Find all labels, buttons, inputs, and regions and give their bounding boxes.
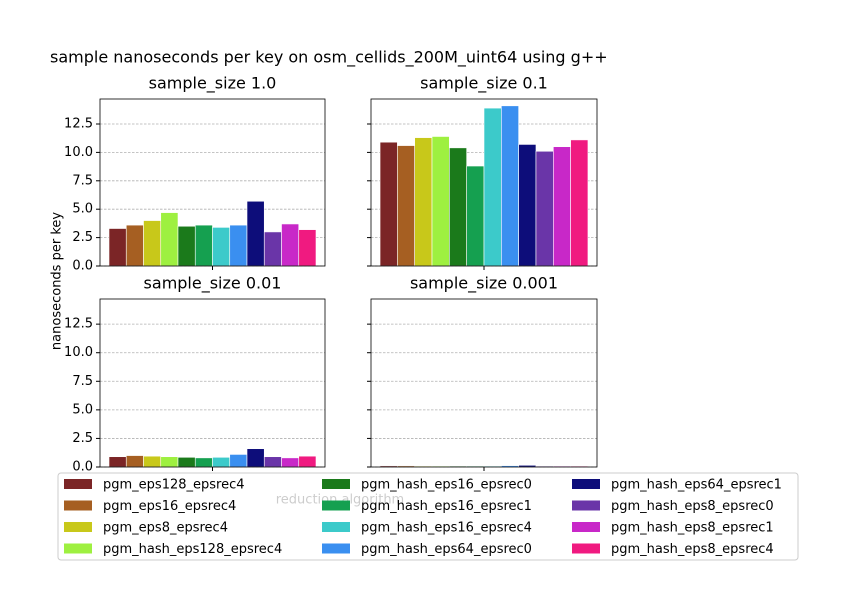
- legend-swatch: [322, 500, 350, 511]
- legend-label: pgm_hash_eps8_epsrec0: [611, 499, 774, 514]
- bar: [160, 456, 179, 468]
- bar: [281, 457, 300, 468]
- bar: [108, 228, 127, 267]
- y-tick-label: 7.5: [72, 173, 93, 188]
- bar: [177, 456, 196, 468]
- legend-swatch: [64, 543, 92, 554]
- subplot-title: sample_size 1.0: [149, 74, 277, 94]
- bar: [298, 455, 317, 468]
- subplot-title: sample_size 0.1: [420, 74, 548, 94]
- bar: [177, 225, 196, 267]
- bar: [414, 137, 433, 267]
- y-tick-label: 10.0: [64, 345, 93, 360]
- bar: [143, 455, 162, 468]
- bar: [570, 139, 589, 267]
- legend-label: pgm_hash_eps128_epsrec4: [103, 542, 282, 557]
- y-tick-label: 5.0: [72, 202, 93, 217]
- legend-swatch: [64, 500, 92, 511]
- bar: [397, 145, 415, 267]
- bar: [212, 227, 231, 267]
- bar: [229, 224, 248, 267]
- bar: [212, 456, 231, 468]
- bar: [281, 223, 300, 267]
- legend-swatch: [322, 479, 350, 489]
- y-tick-label: 2.5: [72, 431, 93, 446]
- legend-label: pgm_eps128_epsrec4: [103, 478, 245, 493]
- y-axis-label: nanoseconds per key: [50, 212, 65, 350]
- bar: [379, 141, 398, 267]
- legend-swatch: [322, 522, 350, 532]
- bar: [535, 150, 554, 267]
- bar: [108, 456, 127, 468]
- legend-swatch: [572, 500, 600, 511]
- bar: [194, 457, 213, 468]
- legend-swatch: [572, 522, 600, 532]
- legend-swatch: [572, 479, 600, 489]
- legend-label: pgm_eps16_epsrec4: [103, 499, 236, 514]
- bar: [125, 224, 144, 267]
- bar: [125, 455, 144, 468]
- bar: [466, 165, 485, 267]
- bar: [160, 212, 179, 267]
- legend-label: pgm_hash_eps64_epsrec0: [361, 542, 532, 557]
- bar: [518, 144, 537, 267]
- y-tick-label: 12.5: [64, 116, 93, 131]
- legend-swatch: [64, 522, 92, 532]
- legend-label: pgm_hash_eps16_epsrec0: [361, 478, 532, 493]
- legend-label: pgm_hash_eps64_epsrec1: [611, 478, 782, 493]
- bar: [263, 456, 282, 468]
- axes-frame: [99, 98, 326, 267]
- legend-swatch: [64, 479, 92, 489]
- y-tick-label: 0.0: [72, 460, 93, 475]
- legend-label: pgm_eps8_epsrec4: [103, 521, 228, 536]
- legend-box: [57, 472, 799, 561]
- axes-frame: [99, 298, 326, 468]
- y-tick-label: 2.5: [72, 230, 93, 245]
- y-tick-label: 5.0: [72, 402, 93, 417]
- legend-swatch: [322, 543, 350, 554]
- legend-label: pgm_hash_eps16_epsrec4: [361, 521, 532, 536]
- bar: [298, 229, 317, 267]
- bar: [229, 454, 248, 468]
- bar: [449, 147, 467, 267]
- chart-title: sample nanoseconds per key on osm_cellid…: [50, 48, 608, 68]
- y-tick-label: 7.5: [72, 374, 93, 389]
- subplot-title: sample_size 0.001: [410, 274, 558, 294]
- bar: [194, 224, 213, 267]
- axes-frame: [370, 98, 598, 267]
- y-tick-label: 10.0: [64, 145, 93, 160]
- axes-frame: [370, 298, 598, 468]
- y-tick-label: 0.0: [72, 259, 93, 274]
- bar: [553, 146, 571, 267]
- y-tick-label: 12.5: [64, 317, 93, 332]
- bar: [263, 231, 282, 267]
- legend-label: pgm_hash_eps16_epsrec1: [361, 499, 532, 514]
- bar: [501, 105, 519, 267]
- bar: [483, 107, 502, 267]
- bar: [246, 200, 265, 267]
- legend-label: pgm_hash_eps8_epsrec1: [611, 521, 774, 536]
- bar: [246, 448, 265, 468]
- bar: [143, 220, 162, 267]
- legend-label: pgm_hash_eps8_epsrec4: [611, 542, 774, 557]
- subplot-title: sample_size 0.01: [144, 274, 282, 294]
- bar: [431, 136, 450, 267]
- legend-swatch: [572, 543, 600, 554]
